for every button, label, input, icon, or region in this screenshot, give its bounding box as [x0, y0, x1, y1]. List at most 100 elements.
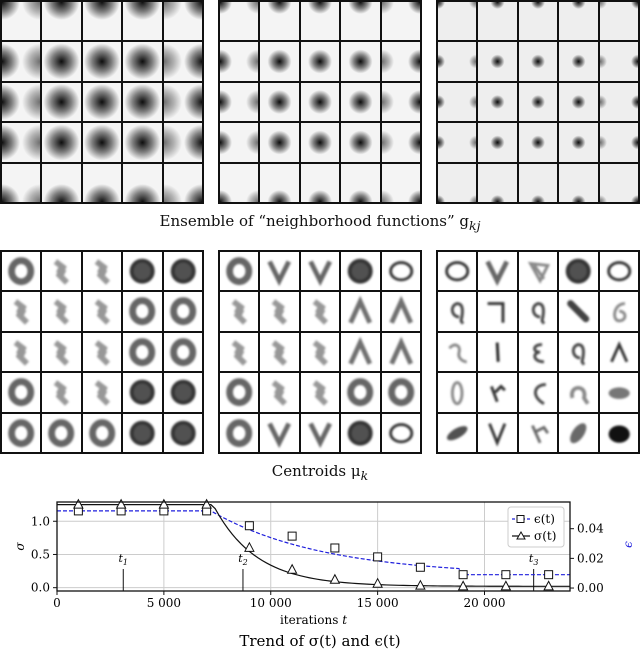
x-tick-label: 20 000: [464, 596, 506, 610]
centroid-cell: [260, 373, 299, 412]
centroid-cell: [82, 292, 122, 331]
x-tick-label: 15 000: [357, 596, 399, 610]
neighborhood-cell: [381, 163, 420, 202]
neighborhood-cell: [438, 2, 477, 41]
neighborhood-cell: [220, 2, 259, 41]
y-right-tick-label: 0.00: [577, 581, 604, 595]
centroid-cell: [82, 332, 122, 372]
centroid-cell: [163, 373, 202, 412]
neighborhood-cell: [123, 123, 162, 162]
neighborhood-cell: [260, 42, 299, 81]
annotation-label: t3: [529, 552, 539, 567]
x-tick-label: 5 000: [147, 596, 181, 610]
trend-chart: t1 t2 t3 0 5 000 10 000 15 000 20 000 0.0 0.5 1.0 0…: [13, 498, 635, 650]
annotation-label: t2: [238, 552, 248, 567]
centroid-cell: [438, 332, 477, 372]
centroid-cell: [163, 292, 202, 331]
centroid-panel-3: [436, 250, 640, 454]
y-right-axis-label: ϵ: [621, 541, 635, 548]
neighborhood-cell: [518, 163, 558, 202]
series-line: [57, 504, 571, 587]
centroids-caption-subscript: k: [360, 468, 369, 483]
centroid-cell: [82, 413, 122, 452]
neighborhood-cell: [478, 123, 517, 162]
legend-label-epsilon: ϵ(t): [534, 512, 555, 526]
neighborhood-caption: Ensemble of “neighborhood functions” gkj: [0, 212, 640, 233]
centroids-caption: Centroids μk: [0, 462, 640, 483]
centroid-cell: [123, 252, 162, 291]
centroid-cell: [438, 292, 477, 331]
centroid-cell: [518, 252, 558, 291]
neighborhood-cell: [220, 42, 259, 81]
centroid-cell: [438, 252, 477, 291]
neighborhood-cell: [260, 123, 299, 162]
centroid-cell: [559, 413, 598, 452]
neighborhood-cell: [220, 82, 259, 122]
centroid-cell: [341, 332, 380, 372]
square-marker: [415, 562, 425, 572]
neighborhood-cell: [260, 163, 299, 202]
triangle-marker: [286, 563, 298, 574]
centroid-cell: [220, 413, 259, 452]
centroid-cell: [123, 292, 162, 331]
y-axis-label: σ: [13, 542, 27, 551]
neighborhood-cell: [2, 163, 41, 202]
neighborhood-cell: [341, 123, 380, 162]
centroid-cell: [82, 252, 122, 291]
centroid-cell: [300, 373, 340, 412]
neighborhood-cell: [438, 163, 477, 202]
centroid-cell: [599, 413, 638, 452]
centroid-cell: [220, 252, 259, 291]
neighborhood-cell: [163, 123, 202, 162]
centroid-cell: [599, 332, 638, 372]
x-tick-label: 0: [53, 596, 61, 610]
square-marker: [244, 521, 254, 531]
y-tick-label: 0.0: [31, 581, 50, 595]
neighborhood-cell: [123, 2, 162, 41]
neighborhood-cell: [478, 163, 517, 202]
centroid-cell: [599, 373, 638, 412]
centroid-cell: [599, 292, 638, 331]
neighborhood-cell: [163, 82, 202, 122]
neighborhood-panel-3: [436, 0, 640, 204]
centroid-cell: [300, 332, 340, 372]
square-marker: [373, 552, 383, 562]
neighborhood-cell: [42, 82, 81, 122]
neighborhood-cell: [341, 163, 380, 202]
centroid-cell: [438, 373, 477, 412]
neighborhood-cell: [163, 163, 202, 202]
neighborhood-cell: [42, 123, 81, 162]
neighborhood-panel-2: [218, 0, 422, 204]
y-right-tick-label: 0.02: [577, 551, 604, 565]
neighborhood-cell: [220, 123, 259, 162]
centroid-cell: [123, 413, 162, 452]
neighborhood-cell: [599, 42, 638, 81]
centroid-cell: [2, 373, 41, 412]
neighborhood-cell: [341, 42, 380, 81]
triangle-marker: [158, 498, 170, 509]
centroid-cell: [2, 292, 41, 331]
centroid-panel-2: [218, 250, 422, 454]
centroid-cell: [559, 373, 598, 412]
triangle-marker: [329, 573, 341, 584]
centroid-cell: [2, 252, 41, 291]
centroids-caption-text: Centroids μ: [271, 462, 361, 480]
centroid-cell: [163, 252, 202, 291]
centroid-cell: [300, 252, 340, 291]
centroid-cell: [341, 413, 380, 452]
neighborhood-cell: [438, 42, 477, 81]
y-tick-label: 0.5: [31, 547, 50, 561]
neighborhood-caption-subscript: kj: [469, 218, 481, 233]
triangle-marker: [457, 580, 469, 591]
neighborhood-cell: [123, 82, 162, 122]
legend-label-sigma: σ(t): [534, 529, 556, 543]
centroid-cell: [518, 292, 558, 331]
neighborhood-cell: [478, 42, 517, 81]
neighborhood-cell: [220, 163, 259, 202]
triangle-marker: [543, 580, 554, 591]
triangle-marker: [500, 580, 512, 591]
centroid-cell: [220, 373, 259, 412]
neighborhood-cell: [478, 2, 517, 41]
x-axis-label: iterations t: [280, 613, 347, 627]
neighborhood-cell: [518, 42, 558, 81]
